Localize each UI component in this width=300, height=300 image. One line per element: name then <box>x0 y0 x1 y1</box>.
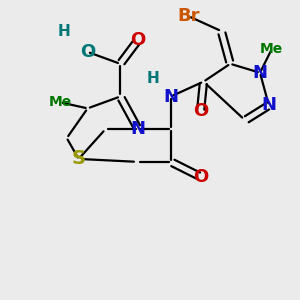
Text: N: N <box>253 64 268 82</box>
Text: N: N <box>163 88 178 106</box>
Text: H: H <box>147 71 159 86</box>
Text: Me: Me <box>49 95 73 110</box>
Text: Me: Me <box>260 42 284 56</box>
Text: S: S <box>72 149 86 168</box>
Text: N: N <box>130 120 146 138</box>
Text: O: O <box>80 43 95 61</box>
Text: O: O <box>193 168 208 186</box>
Text: O: O <box>193 102 208 120</box>
Text: H: H <box>57 24 70 39</box>
Text: O: O <box>130 31 146 49</box>
Text: Br: Br <box>177 7 200 25</box>
Text: N: N <box>261 96 276 114</box>
